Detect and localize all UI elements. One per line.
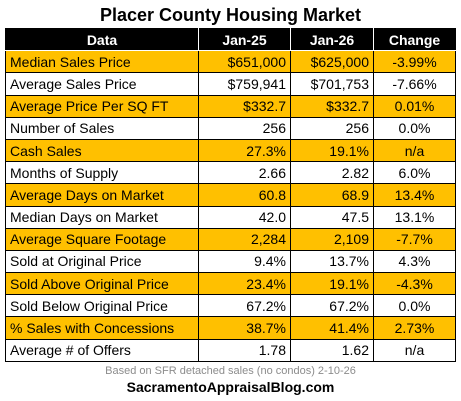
- table-row: Sold Below Original Price 67.2% 67.2% 0.0%: [5, 294, 456, 318]
- change-value: 0.0%: [373, 116, 456, 140]
- row-label: Average # of Offers: [5, 338, 199, 362]
- change-value: -7.7%: [373, 227, 456, 251]
- row-label: Average Price Per SQ FT: [5, 94, 199, 118]
- column-header-jan-26: Jan-26: [290, 27, 374, 52]
- jan-25-value: 42.0: [198, 205, 291, 229]
- row-label: Average Square Footage: [5, 227, 199, 251]
- table-row: % Sales with Concessions 38.7% 41.4% 2.73%: [5, 316, 456, 340]
- change-value: 13.1%: [373, 205, 456, 229]
- jan-25-value: $759,941: [198, 72, 291, 96]
- jan-26-value: 19.1%: [290, 138, 374, 163]
- jan-26-value: 13.7%: [290, 249, 374, 274]
- row-label: Sold Above Original Price: [5, 272, 199, 296]
- change-value: 4.3%: [373, 249, 456, 274]
- jan-25-value: 1.78: [198, 338, 291, 362]
- table-row: Sold at Original Price 9.4% 13.7% 4.3%: [5, 249, 456, 274]
- jan-26-value: 2.82: [290, 161, 374, 185]
- jan-26-value: 67.2%: [290, 294, 374, 318]
- row-label: Sold Below Original Price: [5, 294, 199, 318]
- column-header-change: Change: [373, 27, 456, 52]
- row-label: Cash Sales: [5, 138, 199, 163]
- row-label: Months of Supply: [5, 161, 199, 185]
- change-value: -4.3%: [373, 272, 456, 296]
- change-value: 6.0%: [373, 161, 456, 185]
- change-value: 13.4%: [373, 183, 456, 207]
- row-label: Number of Sales: [5, 116, 199, 140]
- table-row: Sold Above Original Price 23.4% 19.1% -4.3%: [5, 272, 456, 296]
- column-header-data: Data: [5, 27, 199, 52]
- jan-25-value: 67.2%: [198, 294, 291, 318]
- jan-26-value: 2,109: [290, 227, 374, 251]
- table-row: Average Square Footage 2,284 2,109 -7.7%: [5, 227, 456, 251]
- jan-26-value: 68.9: [290, 183, 374, 207]
- row-label: Median Sales Price: [5, 50, 199, 74]
- jan-26-value: 19.1%: [290, 272, 374, 296]
- change-value: -7.66%: [373, 72, 456, 96]
- jan-25-value: 2,284: [198, 227, 291, 251]
- source-note: Based on SFR detached sales (no condos) …: [105, 365, 356, 377]
- page-title: Placer County Housing Market: [99, 5, 362, 25]
- table-row: Median Days on Market 42.0 47.5 13.1%: [5, 205, 456, 229]
- jan-25-value: 60.8: [198, 183, 291, 207]
- change-value: 0.0%: [373, 294, 456, 318]
- jan-26-value: 256: [290, 116, 374, 140]
- jan-26-value: 47.5: [290, 205, 374, 229]
- jan-25-value: 27.3%: [198, 138, 291, 163]
- table-row: Cash Sales 27.3% 19.1% n/a: [5, 138, 456, 163]
- jan-26-value: 1.62: [290, 338, 374, 362]
- jan-26-value: $701,753: [290, 72, 374, 96]
- row-label: Sold at Original Price: [5, 249, 199, 274]
- change-value: n/a: [373, 138, 456, 163]
- jan-25-value: 23.4%: [198, 272, 291, 296]
- row-label: Median Days on Market: [5, 205, 199, 229]
- housing-market-table: Data Jan-25 Jan-26 Change Median Sales Pric…: [5, 27, 456, 362]
- jan-25-value: 9.4%: [198, 249, 291, 274]
- jan-25-value: 38.7%: [198, 316, 291, 340]
- row-label: % Sales with Concessions: [5, 316, 199, 340]
- table-row: Average Days on Market 60.8 68.9 13.4%: [5, 183, 456, 207]
- jan-25-value: 256: [198, 116, 291, 140]
- jan-26-value: $625,000: [290, 50, 374, 74]
- table-header-row: Data Jan-25 Jan-26 Change: [5, 27, 456, 52]
- table-row: Number of Sales 256 256 0.0%: [5, 116, 456, 140]
- jan-25-value: 2.66: [198, 161, 291, 185]
- table-row: Months of Supply 2.66 2.82 6.0%: [5, 161, 456, 185]
- row-label: Average Days on Market: [5, 183, 199, 207]
- change-value: 0.01%: [373, 94, 456, 118]
- table-body: Median Sales Price $651,000 $625,000 -3.99%…: [5, 50, 456, 362]
- jan-25-value: $332.7: [198, 94, 291, 118]
- table-row: Average Price Per SQ FT $332.7 $332.7 0.01%: [5, 94, 456, 118]
- change-value: -3.99%: [373, 50, 456, 74]
- change-value: n/a: [373, 338, 456, 362]
- table-row: Average Sales Price $759,941 $701,753 -7.66…: [5, 72, 456, 96]
- table-row: Average # of Offers 1.78 1.62 n/a: [5, 338, 456, 362]
- jan-25-value: $651,000: [198, 50, 291, 74]
- table-row: Median Sales Price $651,000 $625,000 -3.99%: [5, 50, 456, 74]
- column-header-jan-25: Jan-25: [198, 27, 291, 52]
- site-name: SacramentoAppraisalBlog.com: [126, 379, 335, 395]
- jan-26-value: 41.4%: [290, 316, 374, 340]
- row-label: Average Sales Price: [5, 72, 199, 96]
- jan-26-value: $332.7: [290, 94, 374, 118]
- change-value: 2.73%: [373, 316, 456, 340]
